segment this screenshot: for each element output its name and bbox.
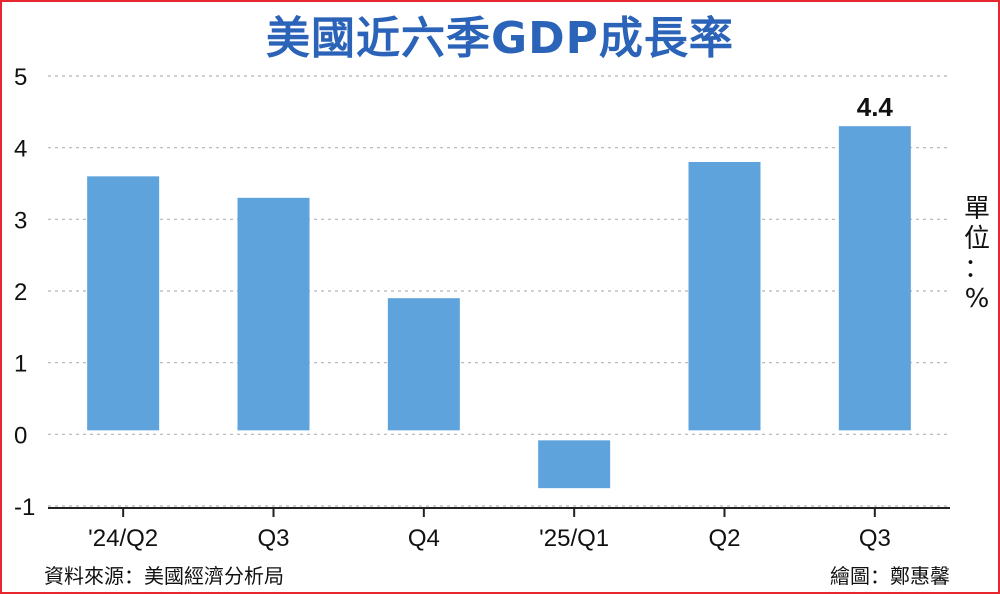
unit-label: 單位：%: [962, 194, 992, 314]
x-axis-labels: '24/Q2 Q3 Q4 '25/Q1 Q2 Q3: [88, 525, 891, 552]
bars: 4.4: [87, 92, 911, 489]
x-tick-label: Q4: [408, 525, 440, 552]
chart-title: 美國近六季GDP成長率: [266, 13, 734, 64]
x-tick-label: '24/Q2: [88, 525, 158, 552]
bar: [688, 162, 761, 431]
x-tick-label: '25/Q1: [539, 525, 609, 552]
x-tick-label: Q3: [859, 525, 891, 552]
bar: [838, 126, 911, 431]
bar: [237, 197, 310, 431]
bar: [387, 298, 460, 431]
credit-note: 繪圖：鄭惠馨: [830, 564, 950, 588]
y-tick-label: -1: [14, 494, 35, 521]
y-tick-label: 1: [14, 351, 27, 378]
source-note: 資料來源：美國經濟分析局: [44, 564, 284, 588]
unit-char: %: [964, 284, 990, 314]
y-tick-label: 4: [14, 136, 27, 163]
data-label: 4.4: [857, 92, 894, 122]
unit-char: 單: [963, 194, 990, 224]
unit-char: 位: [963, 224, 990, 254]
x-tick-label: Q3: [257, 525, 289, 552]
y-axis-ticks: 5 4 3 2 1 0 -1: [14, 64, 35, 521]
y-tick-label: 3: [14, 207, 27, 234]
y-tick-label: 5: [14, 64, 27, 91]
unit-char: ：: [963, 254, 990, 284]
unit-text: 單位：%: [962, 194, 992, 314]
y-tick-label: 2: [14, 279, 27, 306]
bar: [87, 176, 160, 431]
grid-lines: [48, 75, 950, 507]
x-tick-label: Q2: [708, 525, 740, 552]
bar: [538, 440, 611, 489]
x-axis: [48, 507, 950, 517]
y-tick-label: 0: [14, 422, 27, 449]
